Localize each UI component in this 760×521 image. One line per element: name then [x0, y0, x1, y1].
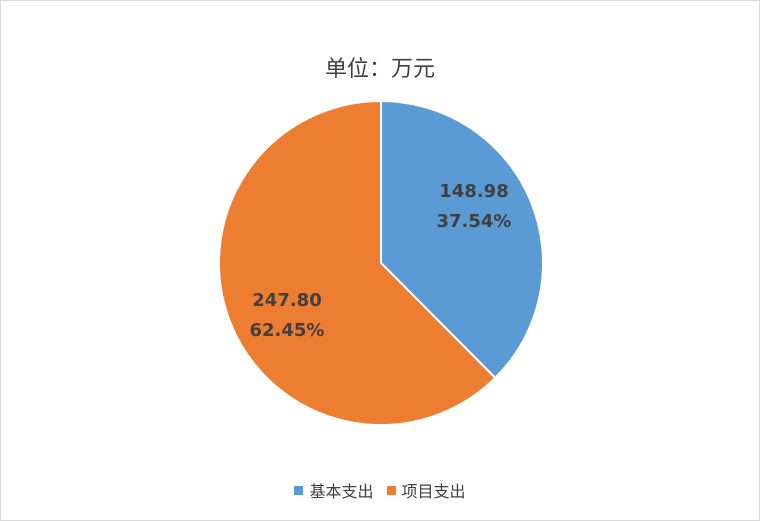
slice-value-label: 247.80 — [252, 290, 321, 311]
legend-item: 基本支出 — [294, 478, 373, 502]
legend-item: 项目支出 — [386, 478, 466, 502]
legend: 基本支出 项目支出 — [1, 478, 759, 502]
pie-slice — [218, 99, 497, 426]
chart-title: 单位：万元 — [324, 57, 435, 82]
pie-slice — [380, 99, 544, 380]
slice-value-label: 148.98 — [439, 181, 508, 202]
legend-label: 基本支出 — [309, 482, 374, 501]
slice-percent-label: 62.45% — [250, 320, 325, 341]
slice-percent-label: 37.54% — [437, 211, 512, 232]
legend-swatch — [386, 485, 396, 495]
legend-label: 项目支出 — [401, 482, 466, 501]
legend-swatch — [294, 485, 304, 495]
